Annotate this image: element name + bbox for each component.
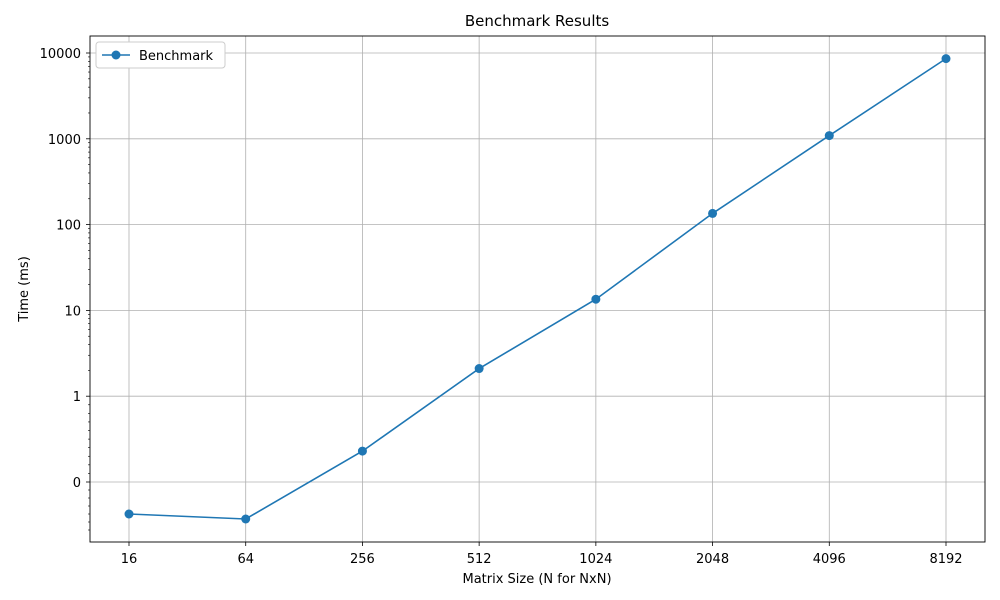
data-point bbox=[941, 54, 951, 64]
grid-lines bbox=[90, 36, 985, 542]
x-tick-label: 512 bbox=[467, 552, 492, 567]
data-point bbox=[241, 514, 251, 524]
y-tick-label: 1000 bbox=[48, 133, 81, 148]
data-point bbox=[824, 131, 834, 141]
x-axis-title: Matrix Size (N for NxN) bbox=[462, 572, 611, 587]
x-tick-label: 256 bbox=[350, 552, 375, 567]
x-tick-label: 16 bbox=[121, 552, 138, 567]
legend-box bbox=[95, 41, 226, 69]
series-polyline bbox=[128, 57, 947, 520]
legend-marker-swatch bbox=[111, 50, 121, 60]
x-axis-ticks: 16 64 256 512 1024 2048 4096 8192 bbox=[121, 542, 963, 567]
data-point bbox=[591, 294, 601, 304]
y-tick-label: 0 bbox=[73, 476, 81, 491]
x-tick-label: 1024 bbox=[579, 552, 612, 567]
chart-title: Benchmark Results bbox=[465, 12, 610, 30]
x-tick-label: 64 bbox=[237, 552, 254, 567]
x-tick-label: 2048 bbox=[696, 552, 729, 567]
series-line bbox=[128, 57, 947, 520]
data-point bbox=[124, 509, 134, 519]
y-axis-title: Time (ms) bbox=[17, 256, 32, 323]
y-tick-label: 10000 bbox=[40, 47, 81, 62]
plot-area-frame bbox=[89, 35, 986, 543]
data-point bbox=[357, 446, 367, 456]
y-axis-ticks: 0 1 10 100 1000 10000 bbox=[40, 47, 90, 531]
y-tick-label: 100 bbox=[56, 219, 81, 234]
x-tick-label: 8192 bbox=[929, 552, 962, 567]
series-markers bbox=[124, 54, 951, 524]
legend-label: Benchmark bbox=[139, 49, 214, 64]
data-point bbox=[474, 364, 484, 374]
legend: Benchmark bbox=[95, 41, 226, 69]
data-point bbox=[708, 208, 718, 218]
y-tick-label: 10 bbox=[64, 304, 81, 319]
y-tick-label: 1 bbox=[73, 390, 81, 405]
x-tick-label: 4096 bbox=[813, 552, 846, 567]
